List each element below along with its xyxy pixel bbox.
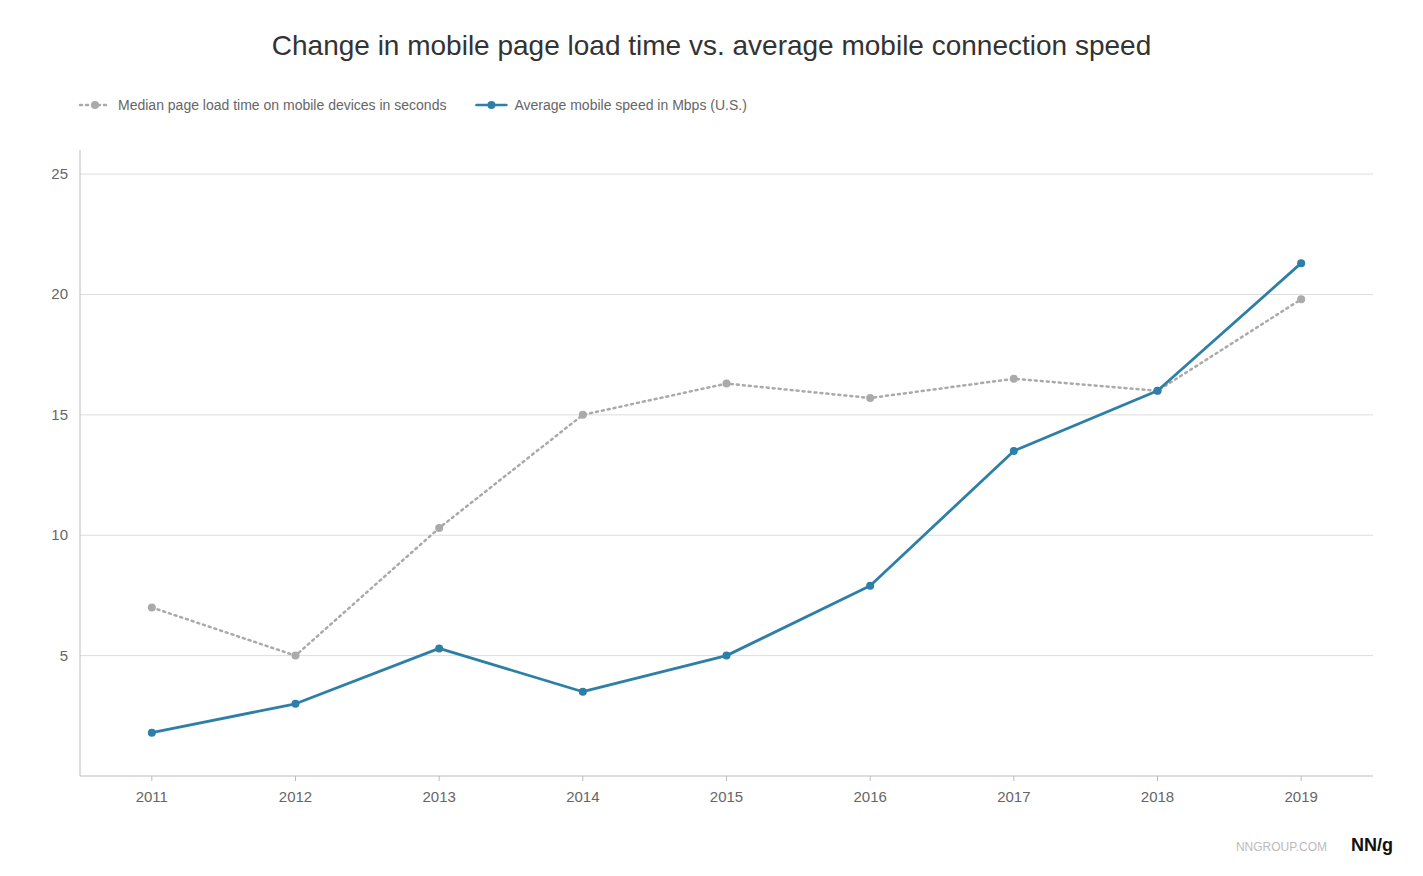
x-tick	[151, 776, 152, 781]
point	[1154, 387, 1162, 395]
point	[1297, 259, 1305, 267]
point	[579, 411, 587, 419]
grid-line	[80, 294, 1373, 295]
point	[435, 644, 443, 652]
grid-line	[80, 414, 1373, 415]
plot-area	[148, 259, 1305, 737]
point	[579, 688, 587, 696]
x-tick-label: 2017	[997, 788, 1030, 805]
y-tick-label: 25	[51, 165, 68, 182]
x-tick	[439, 776, 440, 781]
title: Change in mobile page load time vs. aver…	[272, 30, 1151, 61]
series-line	[152, 299, 1301, 655]
y-tick-label: 20	[51, 285, 68, 302]
x-tick-label: 2019	[1284, 788, 1317, 805]
point	[292, 700, 300, 708]
point	[148, 729, 156, 737]
y-tick-label: 15	[51, 406, 68, 423]
legend-label: Average mobile speed in Mbps (U.S.)	[514, 97, 746, 113]
point	[723, 652, 731, 660]
point	[435, 524, 443, 532]
point	[866, 582, 874, 590]
annotation: NNGROUP.COM	[1236, 840, 1327, 854]
point	[1297, 295, 1305, 303]
x-tick	[726, 776, 727, 781]
legend-label: Median page load time on mobile devices …	[118, 97, 446, 113]
y-axis-line	[80, 150, 81, 776]
point	[1010, 375, 1018, 383]
point	[1010, 447, 1018, 455]
grid-line	[80, 535, 1373, 536]
grid-line	[80, 174, 1373, 175]
point	[866, 394, 874, 402]
point	[148, 603, 156, 611]
x-tick	[1301, 776, 1302, 781]
legend: Median page load time on mobile devices …	[80, 97, 747, 113]
x-tick-label: 2013	[422, 788, 455, 805]
x-tick-label: 2012	[279, 788, 312, 805]
point	[723, 380, 731, 388]
x-tick-label: 2014	[566, 788, 599, 805]
y-tick-label: 10	[51, 526, 68, 543]
x-tick	[1157, 776, 1158, 781]
x-tick	[295, 776, 296, 781]
point	[1154, 387, 1162, 395]
series-line	[152, 263, 1301, 732]
y-tick-label: 5	[60, 647, 68, 664]
point	[292, 652, 300, 660]
chart: Change in mobile page load time vs. aver…	[0, 0, 1423, 876]
x-tick	[582, 776, 583, 781]
x-tick	[1013, 776, 1014, 781]
x-tick-label: 2016	[853, 788, 886, 805]
annotation: NN/g	[1351, 835, 1393, 855]
x-tick-label: 2011	[136, 788, 168, 805]
legend-marker	[487, 101, 495, 109]
x-tick	[870, 776, 871, 781]
x-tick-label: 2015	[710, 788, 743, 805]
legend-marker	[91, 101, 99, 109]
x-tick-label: 2018	[1141, 788, 1174, 805]
